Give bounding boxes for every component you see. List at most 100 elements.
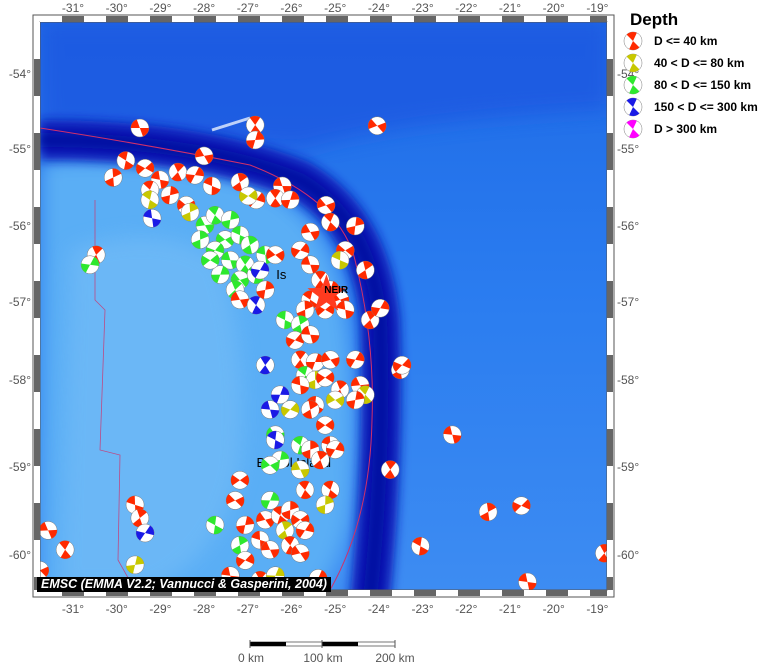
event-beachball xyxy=(221,250,240,270)
event-beachball xyxy=(266,430,285,450)
event-beachball xyxy=(230,470,250,490)
event-beachball xyxy=(315,415,335,435)
lat-tick-label: -54° xyxy=(9,67,31,81)
event-beachball xyxy=(256,280,275,300)
event-beachball xyxy=(301,222,320,242)
lon-tick-label: -27° xyxy=(237,602,259,616)
lon-tick-label: -19° xyxy=(586,602,608,616)
event-beachball xyxy=(381,460,400,479)
beachball-icon xyxy=(623,75,643,95)
event-beachball xyxy=(205,515,225,535)
beachball-icon xyxy=(623,97,643,117)
legend-item: D > 300 km xyxy=(622,118,758,140)
legend-label: 80 < D <= 150 km xyxy=(654,78,752,92)
lat-tick-label: -60° xyxy=(617,548,639,562)
event-beachball xyxy=(180,202,200,222)
event-beachball xyxy=(301,255,320,275)
event-beachball xyxy=(116,151,136,170)
event-beachball xyxy=(346,216,365,236)
event-beachball xyxy=(478,502,498,522)
lon-tick-label: -19° xyxy=(586,1,608,15)
event-beachball xyxy=(238,186,258,206)
legend-label: 40 < D <= 80 km xyxy=(654,56,745,70)
legend-item: 40 < D <= 80 km xyxy=(622,52,758,74)
event-beachball xyxy=(202,176,222,196)
lon-tick-label: -22° xyxy=(455,602,477,616)
event-beachball xyxy=(311,450,330,470)
lon-tick-label: -31° xyxy=(62,1,84,15)
event-beachball xyxy=(260,491,280,510)
event-beachball xyxy=(443,425,462,445)
event-beachball xyxy=(190,230,210,249)
axis-ticks: -31° -31° -30° -30° -29° -29° -28° -28° -27° -27°… xyxy=(9,1,640,616)
event-beachball xyxy=(225,491,245,510)
lon-tick-label: -29° xyxy=(149,1,171,15)
event-beachball xyxy=(512,496,531,515)
lat-tick-label: -59° xyxy=(9,460,31,474)
event-beachball xyxy=(301,325,320,345)
event-beachball xyxy=(275,310,295,330)
scale-label-0: 0 km xyxy=(237,651,265,665)
lon-tick-label: -23° xyxy=(412,1,434,15)
event-beachball xyxy=(260,456,280,475)
event-beachball xyxy=(301,400,320,419)
lon-tick-label: -30° xyxy=(106,1,128,15)
event-beachball xyxy=(290,460,310,479)
lon-tick-label: -26° xyxy=(280,1,302,15)
event-beachball xyxy=(290,241,310,260)
event-beachball xyxy=(275,521,295,540)
event-beachball xyxy=(260,400,280,419)
event-beachball xyxy=(316,195,336,215)
event-beachball xyxy=(40,521,58,540)
lon-tick-label: -24° xyxy=(368,602,390,616)
event-beachball xyxy=(235,515,255,535)
lat-tick-label: -56° xyxy=(9,219,31,233)
event-beachball xyxy=(325,440,345,459)
lon-tick-label: -28° xyxy=(193,1,215,15)
lon-tick-label: -30° xyxy=(106,602,128,616)
lon-tick-label: -23° xyxy=(412,602,434,616)
event-beachball xyxy=(295,480,315,500)
lat-tick-label: -57° xyxy=(617,295,639,309)
map-label: Is xyxy=(276,267,287,282)
legend-label: D > 300 km xyxy=(654,122,718,136)
lat-tick-label: -58° xyxy=(9,373,31,387)
event-beachball xyxy=(256,510,275,530)
event-beachball xyxy=(40,561,50,580)
legend-label: D <= 40 km xyxy=(654,34,718,48)
credit-label: EMSC (EMMA V2.2; Vannucci & Gasperini, 2… xyxy=(37,577,331,592)
event-beachball xyxy=(315,495,335,515)
event-beachball xyxy=(130,118,150,138)
plate-boundary xyxy=(40,127,373,590)
scale-label-200: 200 km xyxy=(375,651,415,665)
event-beachball xyxy=(246,295,266,315)
legend-item: 150 < D <= 300 km xyxy=(622,96,758,118)
event-beachball xyxy=(266,245,285,265)
lat-tick-label: -55° xyxy=(617,142,639,156)
event-beachball xyxy=(280,190,300,210)
event-beachball xyxy=(230,536,250,555)
event-beachball xyxy=(325,390,345,410)
depth-legend: Depth D <= 40 km 40 < D <= 80 km 80 < D <=… xyxy=(622,10,758,140)
event-beachball xyxy=(260,540,280,559)
lon-tick-label: -25° xyxy=(324,602,346,616)
map-label: NEIR xyxy=(324,285,349,296)
event-beachball xyxy=(185,165,205,185)
event-beachball xyxy=(55,540,75,559)
event-beachball xyxy=(80,255,100,275)
event-beachball xyxy=(103,168,123,187)
event-beachball xyxy=(200,250,220,270)
event-beachball xyxy=(211,265,230,284)
event-beachball xyxy=(321,480,340,500)
lon-tick-label: -28° xyxy=(193,602,215,616)
lat-tick-label: -58° xyxy=(617,373,639,387)
event-beachball xyxy=(295,521,315,540)
event-beachball xyxy=(130,508,150,528)
lon-tick-label: -21° xyxy=(499,1,521,15)
event-beachball xyxy=(295,300,315,320)
legend-item: 80 < D <= 150 km xyxy=(622,74,758,96)
lat-tick-label: -60° xyxy=(9,548,31,562)
event-beachball xyxy=(321,350,340,369)
lon-tick-label: -20° xyxy=(543,1,565,15)
lat-tick-label: -55° xyxy=(9,142,31,156)
